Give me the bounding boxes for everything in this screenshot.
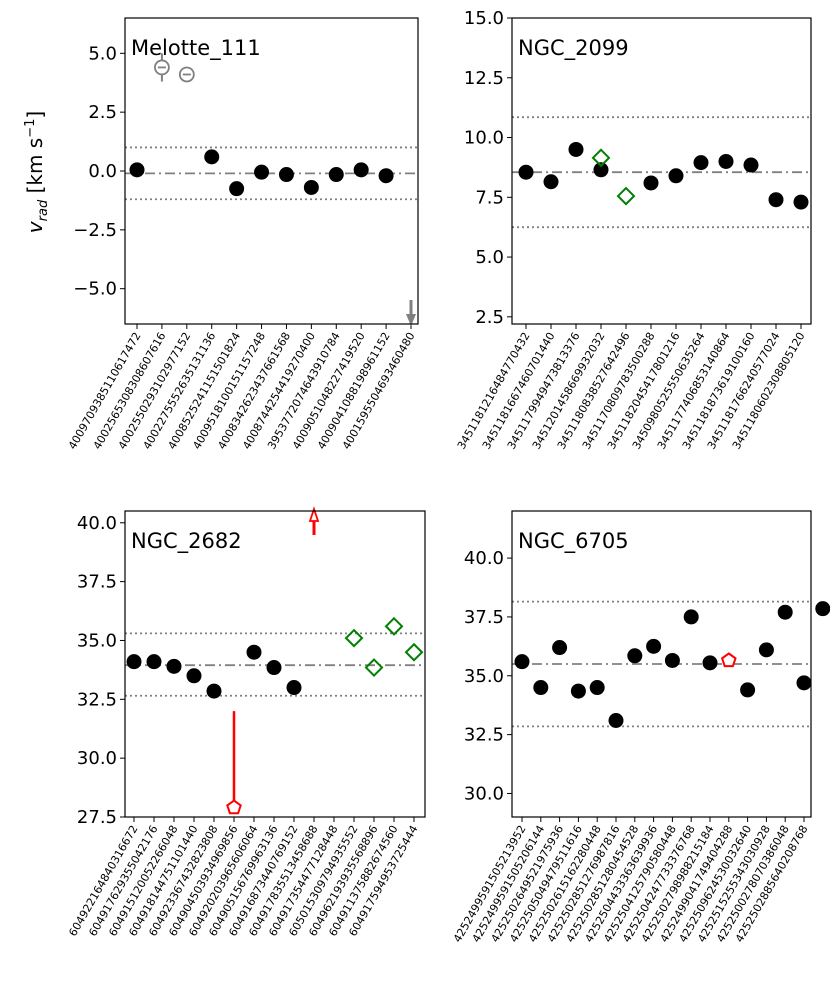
member-point — [589, 680, 605, 696]
y-tick-label: 35.0 — [464, 666, 504, 687]
panel-title: Melotte_111 — [131, 36, 261, 61]
binary-point — [616, 186, 636, 206]
y-tick-label: 2.5 — [88, 102, 117, 123]
offscale-arrow-up-icon — [308, 506, 320, 522]
member-point — [668, 168, 684, 184]
member-point — [815, 601, 830, 617]
member-point — [533, 680, 549, 696]
member-point — [286, 680, 302, 696]
member-point — [643, 175, 659, 191]
panel-melotte-111: −5.0−2.50.02.55.040097093851106174724002… — [66, 17, 419, 452]
panel-ngc-2099: 2.55.07.510.012.515.03451181216484770432… — [455, 8, 812, 452]
member-point — [129, 162, 145, 178]
member-point — [518, 164, 534, 180]
y-tick-label: 27.5 — [77, 807, 117, 828]
member-point — [254, 164, 270, 180]
y-tick-label: 40.0 — [77, 513, 117, 534]
plot-frame — [511, 510, 812, 818]
member-point — [278, 167, 294, 183]
member-point — [186, 668, 202, 684]
y-tick-label: 37.5 — [77, 572, 117, 593]
member-point — [570, 683, 586, 699]
y-axis-label: vrad [km s−1] — [23, 111, 51, 233]
member-point — [126, 654, 142, 670]
y-tick-label: 2.5 — [475, 307, 504, 328]
member-point — [568, 141, 584, 157]
y-tick-label: 32.5 — [464, 725, 504, 746]
member-point — [768, 192, 784, 208]
member-point — [796, 675, 812, 691]
member-point — [758, 642, 774, 658]
y-axis-label-end: ] — [23, 111, 47, 119]
plot-frame — [511, 17, 812, 325]
y-tick-label: 5.0 — [88, 43, 117, 64]
member-point — [593, 162, 609, 178]
member-point — [166, 658, 182, 674]
member-point — [353, 162, 369, 178]
member-point — [229, 181, 245, 197]
flag-point — [226, 799, 242, 815]
member-point — [514, 654, 530, 670]
flag-point — [720, 652, 737, 668]
y-tick-label: 5.0 — [475, 247, 504, 268]
y-axis-label-exp: −1 — [23, 119, 38, 138]
member-point — [646, 638, 662, 654]
member-point — [608, 712, 624, 728]
member-point — [740, 682, 756, 698]
y-axis-label-unit: [km s — [23, 138, 47, 200]
plot-frame — [124, 17, 419, 325]
panel-ngc-2682: 27.530.032.535.037.540.06049221648403166… — [66, 506, 426, 939]
panels: −5.0−2.50.02.55.040097093851106174724002… — [66, 8, 830, 945]
binary-point — [384, 616, 404, 636]
member-point — [206, 683, 222, 699]
member-point — [627, 648, 643, 664]
y-axis-label-sub: rad — [36, 199, 51, 221]
y-tick-label: 37.5 — [464, 607, 504, 628]
member-point — [303, 179, 319, 195]
member-point — [664, 652, 680, 668]
member-point — [552, 640, 568, 656]
y-tick-label: 30.0 — [464, 783, 504, 804]
member-point — [683, 609, 699, 625]
binary-point — [364, 658, 384, 677]
y-tick-label: 30.0 — [77, 748, 117, 769]
panel-title: NGC_2099 — [518, 36, 629, 61]
member-point — [718, 153, 734, 169]
member-point — [543, 174, 559, 190]
y-tick-label: 35.0 — [77, 630, 117, 651]
y-tick-label: −2.5 — [73, 220, 117, 241]
offscale-arrow-down-icon — [406, 314, 416, 326]
member-point — [146, 654, 162, 670]
y-tick-label: −5.0 — [73, 279, 117, 300]
y-tick-label: 7.5 — [475, 187, 504, 208]
y-tick-label: 40.0 — [464, 548, 504, 569]
y-tick-label: 32.5 — [77, 689, 117, 710]
binary-point — [591, 148, 611, 168]
member-point — [743, 157, 759, 173]
member-point — [793, 194, 809, 210]
y-tick-label: 12.5 — [464, 68, 504, 89]
y-tick-label: 15.0 — [464, 8, 504, 29]
member-point — [246, 644, 262, 660]
member-point — [693, 155, 709, 171]
panel-ngc-6705: 30.032.535.037.540.042524995915052139524… — [451, 510, 830, 945]
panel-title: NGC_2682 — [131, 529, 242, 554]
member-point — [266, 660, 282, 676]
y-axis-label-v: v — [23, 220, 47, 233]
member-point — [328, 167, 344, 183]
panel-title: NGC_6705 — [518, 529, 629, 554]
plot-frame — [124, 510, 426, 818]
y-tick-label: 10.0 — [464, 128, 504, 149]
y-tick-label: 0.0 — [88, 161, 117, 182]
binary-point — [404, 642, 424, 662]
member-point — [777, 604, 793, 620]
member-point — [204, 149, 220, 165]
member-point — [378, 168, 394, 184]
binary-point — [344, 628, 364, 648]
member-point — [702, 655, 718, 671]
